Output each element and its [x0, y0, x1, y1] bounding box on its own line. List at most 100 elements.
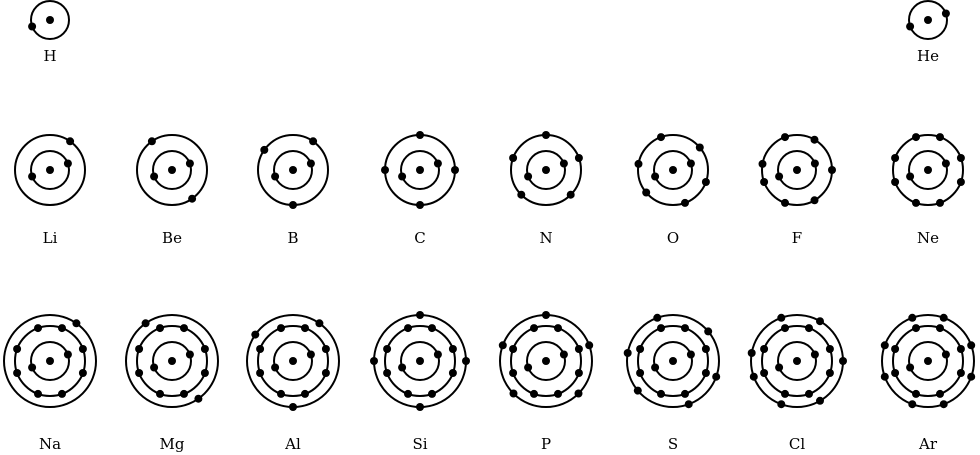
electron [185, 350, 194, 359]
electron [816, 317, 824, 326]
atom-mg: Mg [125, 314, 219, 453]
electron [256, 345, 265, 353]
electron [34, 324, 42, 333]
electron [13, 369, 22, 377]
electron [370, 357, 378, 365]
electron [777, 400, 786, 409]
electron [636, 369, 645, 377]
nucleus [46, 16, 54, 24]
electron [530, 389, 538, 398]
electron [34, 389, 42, 398]
electron [956, 345, 965, 353]
electron [747, 349, 756, 357]
electron [256, 369, 265, 377]
electron-shell [510, 325, 582, 397]
electron-shell [653, 150, 693, 190]
atom-h: H [28, 0, 70, 65]
electron-shell [14, 325, 86, 397]
electron-shell [136, 325, 208, 397]
electron [891, 369, 900, 377]
element-symbol: Mg [160, 435, 185, 453]
electron [517, 190, 526, 199]
nucleus [924, 16, 932, 24]
electron [271, 363, 280, 372]
electron-shell [881, 314, 975, 408]
electron [781, 198, 789, 207]
electron [810, 196, 819, 205]
electron [574, 389, 583, 398]
electron [760, 369, 769, 377]
electron-shell [400, 150, 440, 190]
electron [651, 363, 660, 372]
electron [66, 137, 75, 146]
electron [574, 154, 583, 162]
electron [623, 349, 632, 357]
electron [686, 159, 695, 168]
electron [939, 313, 948, 322]
electron [554, 389, 562, 398]
electron [936, 389, 944, 398]
electron [13, 345, 22, 353]
element-symbol: Ne [917, 229, 939, 247]
electron [28, 22, 37, 31]
electron [381, 166, 389, 174]
electron [428, 389, 436, 398]
electron [277, 389, 285, 398]
electron-shell [273, 341, 313, 381]
atom-ar: Ar [880, 313, 976, 453]
electron [433, 159, 442, 168]
atom-o: O [634, 133, 710, 247]
electron-shell [526, 341, 566, 381]
electron-shell [384, 325, 456, 397]
electron [891, 154, 900, 162]
electron-shell [908, 0, 948, 40]
electron [58, 324, 66, 333]
electron [416, 403, 424, 411]
electron [781, 324, 789, 333]
electron [760, 178, 769, 186]
electron-shell [30, 341, 70, 381]
electron [574, 345, 583, 353]
electron [566, 190, 575, 199]
atom-li: Li [14, 134, 86, 247]
electron [156, 389, 164, 398]
electron [906, 363, 915, 372]
electron [760, 345, 769, 353]
electron [956, 178, 965, 186]
atom-be: Be [136, 134, 208, 247]
element-symbol: B [287, 229, 298, 247]
electron-shell [14, 134, 86, 206]
electron-shell [653, 341, 693, 381]
electron [642, 188, 651, 197]
electron [147, 137, 156, 146]
electron [891, 345, 900, 353]
nucleus [924, 166, 932, 174]
electron [416, 201, 424, 209]
element-symbol: C [414, 229, 425, 247]
electron [653, 313, 662, 322]
atom-he: He [906, 0, 950, 65]
electron [398, 363, 407, 372]
element-symbol: Na [39, 435, 61, 453]
nucleus [542, 357, 550, 365]
electron [185, 159, 194, 168]
element-symbol: He [917, 47, 939, 65]
electron-shell [257, 325, 329, 397]
electron [156, 324, 164, 333]
electron [63, 350, 72, 359]
electron [657, 324, 665, 333]
electron [828, 166, 836, 174]
electron [936, 133, 944, 142]
atom-ne: Ne [891, 133, 965, 247]
atom-c: C [381, 131, 459, 247]
electron [657, 133, 665, 142]
electron [941, 350, 950, 359]
electron [805, 324, 813, 333]
electron-shell [400, 341, 440, 381]
electron [701, 369, 710, 377]
electron [912, 198, 920, 207]
electron [956, 369, 965, 377]
electron [585, 341, 594, 350]
electron-shell [761, 325, 833, 397]
electron-shell [3, 314, 97, 408]
